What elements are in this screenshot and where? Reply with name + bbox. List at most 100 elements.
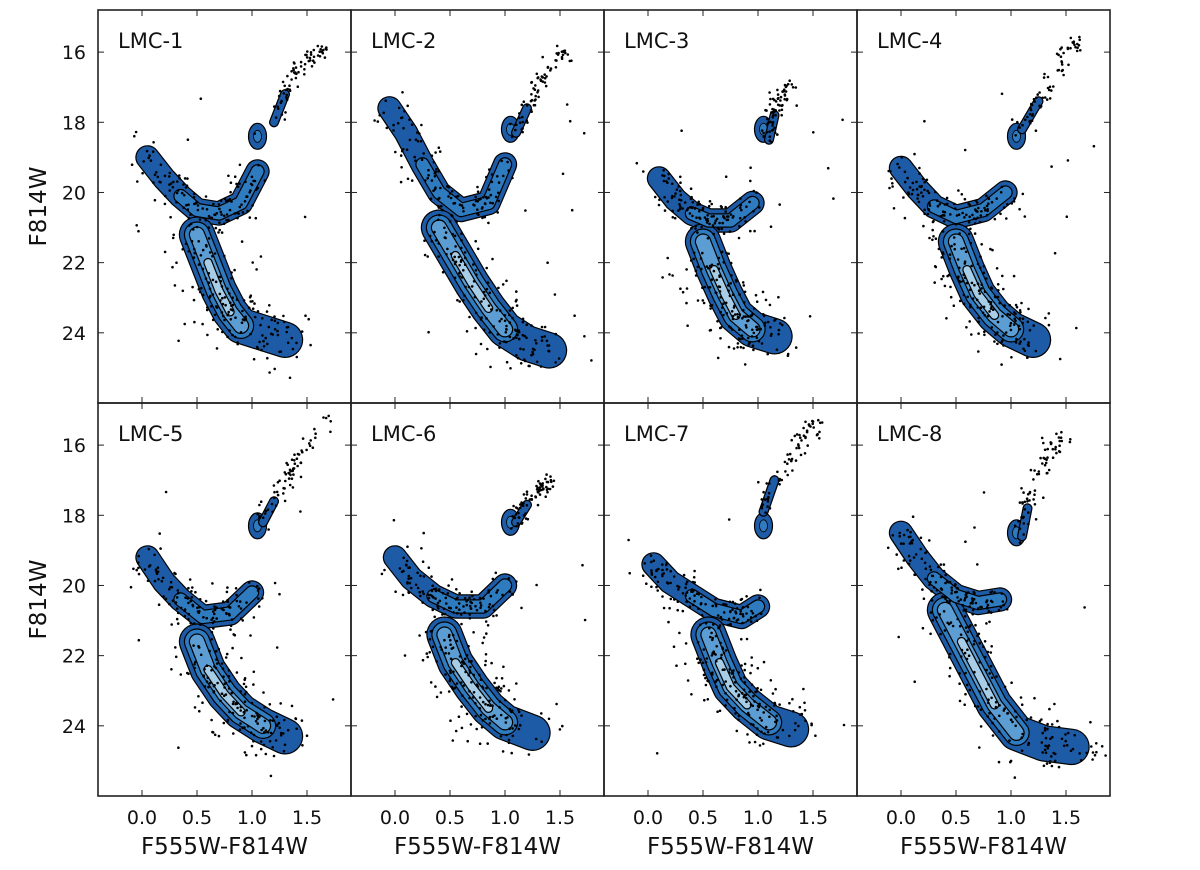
star-point — [926, 189, 929, 193]
star-point — [468, 671, 472, 674]
star-point — [803, 709, 807, 712]
star-point — [273, 319, 277, 323]
star-point — [266, 356, 269, 360]
star-point — [225, 612, 228, 616]
star-point — [179, 673, 183, 676]
star-point — [192, 192, 196, 196]
star-point — [758, 744, 762, 747]
star-point — [439, 186, 442, 190]
star-point — [240, 240, 244, 243]
star-point — [940, 588, 944, 591]
star-point — [712, 623, 715, 626]
star-point — [780, 478, 784, 482]
star-point — [738, 206, 742, 209]
star-point — [236, 211, 239, 215]
star-point — [940, 256, 943, 259]
star-point — [902, 542, 905, 545]
star-point — [732, 347, 736, 350]
star-point — [923, 119, 926, 123]
star-point — [911, 538, 914, 542]
star-point — [969, 602, 973, 605]
star-point — [739, 345, 743, 349]
star-point — [1042, 441, 1045, 445]
star-point — [962, 246, 966, 250]
star-point — [515, 336, 518, 340]
red-clump-core — [253, 129, 262, 143]
star-point — [650, 573, 654, 576]
star-point — [494, 195, 498, 199]
star-point — [1006, 312, 1009, 316]
star-point — [945, 317, 948, 320]
star-point — [779, 95, 783, 99]
star-point — [732, 669, 735, 672]
star-point — [224, 303, 227, 307]
star-point — [653, 195, 657, 199]
star-point — [132, 567, 135, 571]
star-point — [741, 281, 745, 284]
star-point — [515, 524, 518, 528]
star-point — [719, 641, 722, 645]
star-point — [911, 515, 915, 518]
star-point — [472, 263, 475, 266]
star-point — [922, 224, 925, 228]
star-point — [314, 436, 317, 440]
star-point — [220, 607, 224, 611]
star-point — [497, 685, 501, 689]
star-point — [657, 567, 660, 571]
star-point — [970, 333, 973, 336]
star-point — [537, 479, 540, 483]
star-point — [656, 589, 659, 592]
star-point — [555, 52, 558, 55]
star-point — [535, 583, 538, 587]
star-point — [542, 488, 545, 491]
star-point — [482, 636, 486, 639]
star-point — [996, 320, 1000, 324]
star-point — [668, 606, 671, 610]
star-point — [192, 644, 195, 647]
star-point — [1029, 108, 1033, 112]
star-point — [936, 204, 940, 208]
star-point — [799, 436, 802, 440]
star-point — [383, 568, 386, 572]
star-point — [718, 290, 722, 293]
star-point — [690, 693, 693, 696]
star-point — [771, 107, 774, 111]
star-point — [274, 504, 278, 508]
star-point — [793, 434, 797, 438]
star-point — [216, 681, 219, 685]
star-point — [762, 742, 765, 746]
star-point — [467, 673, 471, 677]
star-point — [743, 662, 747, 666]
star-point — [515, 290, 518, 293]
star-point — [543, 81, 547, 84]
star-point — [204, 599, 208, 603]
star-point — [752, 331, 756, 335]
star-point — [487, 188, 491, 191]
star-point — [500, 317, 503, 321]
star-point — [485, 175, 488, 179]
star-point — [155, 171, 158, 174]
star-point — [734, 689, 738, 693]
star-point — [1033, 696, 1036, 700]
star-point — [164, 490, 168, 494]
star-point — [728, 230, 732, 233]
star-point — [447, 195, 450, 198]
star-point — [1091, 758, 1094, 761]
star-point — [168, 189, 171, 192]
star-point — [721, 221, 724, 225]
star-point — [153, 198, 157, 202]
star-point — [524, 497, 528, 500]
star-point — [476, 190, 480, 193]
star-point — [693, 599, 696, 603]
star-point — [1048, 707, 1051, 711]
star-point — [736, 342, 740, 345]
star-point — [1034, 349, 1038, 353]
star-point — [238, 182, 241, 185]
star-point — [990, 645, 993, 648]
star-point — [233, 268, 236, 272]
star-point — [203, 685, 207, 688]
star-point — [677, 185, 680, 188]
star-point — [230, 618, 234, 621]
star-point — [930, 589, 933, 593]
star-point — [136, 180, 139, 183]
